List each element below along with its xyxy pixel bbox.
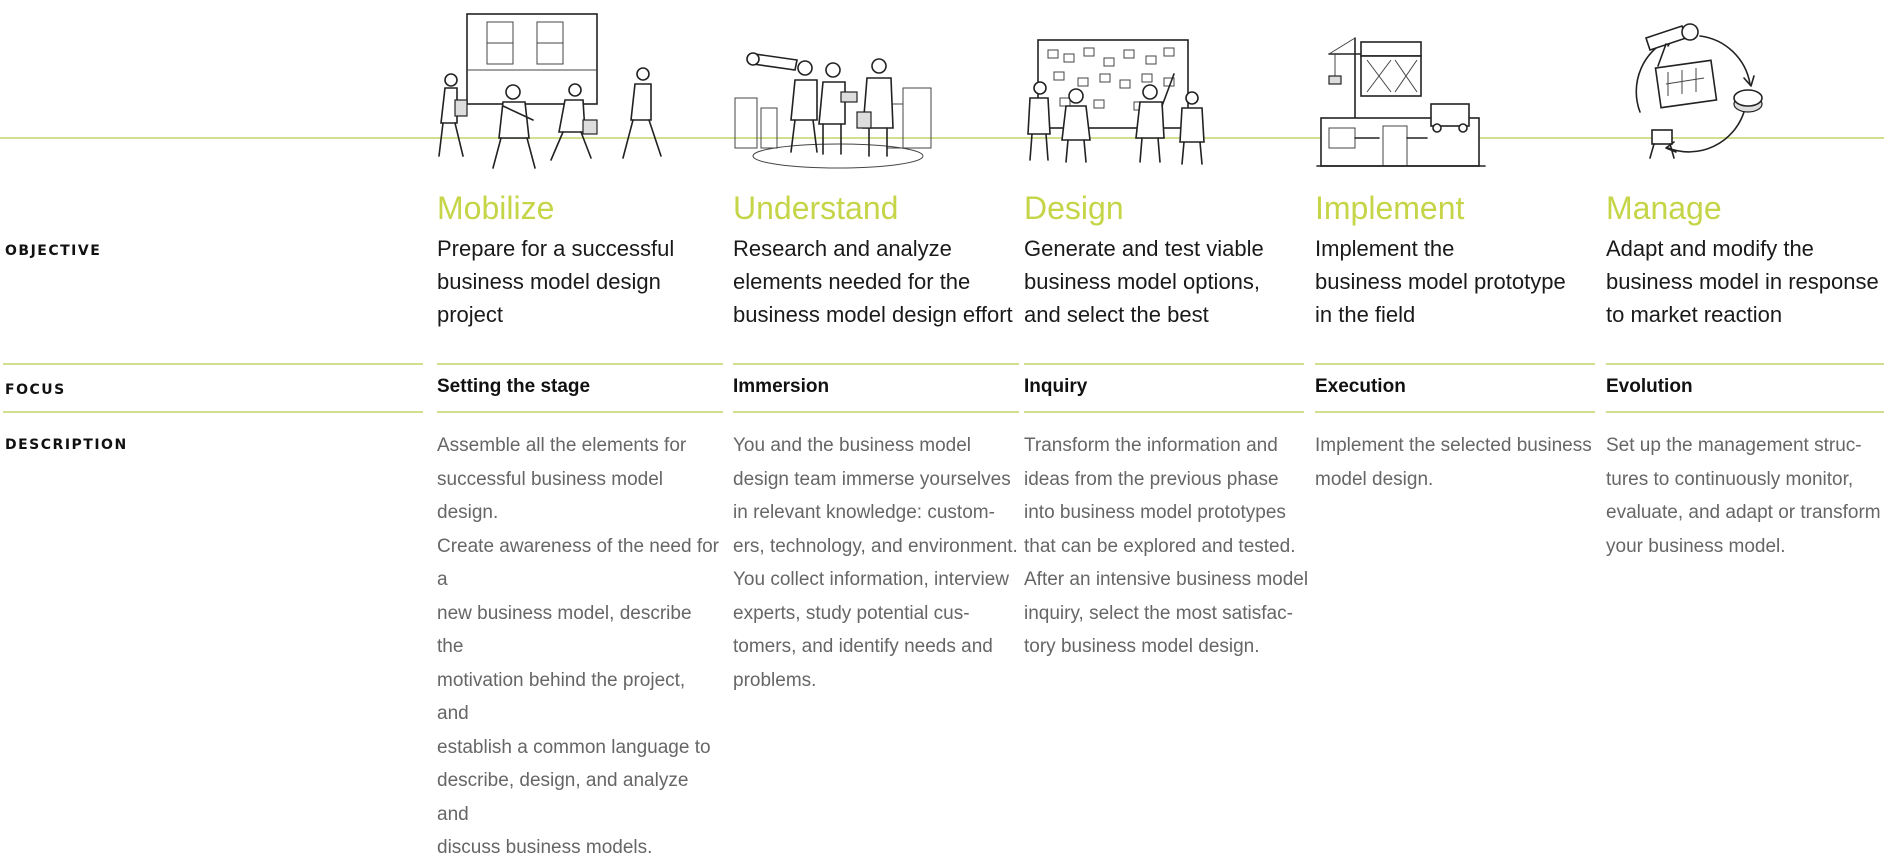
phase-focus: Immersion: [733, 376, 830, 397]
phase-description: You and the business model design team i…: [733, 435, 1018, 691]
phase-objective: Adapt and modify the business model in r…: [1606, 236, 1879, 327]
phase-description: Set up the management struc- tures to co…: [1606, 435, 1881, 557]
focus-rule-bottom: [733, 411, 1019, 413]
phase-focus: Inquiry: [1024, 376, 1088, 397]
focus-rule-top: [733, 363, 1019, 365]
phase-understand: Understand Research and analyze elements…: [733, 0, 1019, 703]
phase-objective: Prepare for a successful business model …: [437, 236, 675, 327]
phase-description: Implement the selected business model de…: [1315, 435, 1592, 490]
phase-manage: Manage Adapt and modify the business mod…: [1606, 0, 1884, 703]
row-label-objective: OBJECTIVE: [5, 243, 102, 259]
row-label-focus: FOCUS: [5, 382, 66, 398]
phase-focus: Evolution: [1606, 376, 1693, 397]
team-meeting-board-illustration: [437, 8, 677, 178]
focus-rule-top-left: [3, 363, 423, 365]
phase-focus: Setting the stage: [437, 376, 591, 397]
management-cycle-illustration: [1606, 8, 1776, 178]
phase-title: Manage: [1606, 190, 1722, 226]
phase-description: Transform the information and ideas from…: [1024, 435, 1309, 657]
phase-focus: Execution: [1315, 376, 1406, 397]
phase-objective: Implement the business model prototype i…: [1315, 236, 1566, 327]
focus-rule-top: [1315, 363, 1595, 365]
phase-title: Design: [1024, 190, 1124, 226]
phase-objective: Generate and test viable business model …: [1024, 236, 1264, 327]
phase-title: Understand: [733, 190, 899, 226]
focus-rule-bottom-left: [3, 411, 423, 413]
focus-rule-bottom: [1024, 411, 1304, 413]
focus-rule-top: [1024, 363, 1304, 365]
focus-rule-top: [1606, 363, 1884, 365]
brainstorm-wall-illustration: [1024, 8, 1224, 178]
focus-rule-bottom: [1315, 411, 1595, 413]
phase-design: Design Generate and test viable business…: [1024, 0, 1309, 703]
phase-objective: Research and analyze elements needed for…: [733, 236, 1013, 327]
focus-rule-bottom: [1606, 411, 1884, 413]
phase-implement: Implement Implement the business model p…: [1315, 0, 1600, 703]
focus-rule-bottom: [437, 411, 723, 413]
focus-rule-top: [437, 363, 723, 365]
phase-title: Implement: [1315, 190, 1465, 226]
phase-title: Mobilize: [437, 190, 555, 226]
timeline-line: [0, 137, 1884, 139]
row-label-description: DESCRIPTION: [5, 437, 128, 453]
phase-mobilize: Mobilize Prepare for a successful busine…: [437, 0, 723, 858]
factory-construction-illustration: [1315, 8, 1495, 178]
telescope-team-illustration: [733, 8, 953, 178]
phase-description: Assemble all the elements for successful…: [437, 435, 720, 858]
